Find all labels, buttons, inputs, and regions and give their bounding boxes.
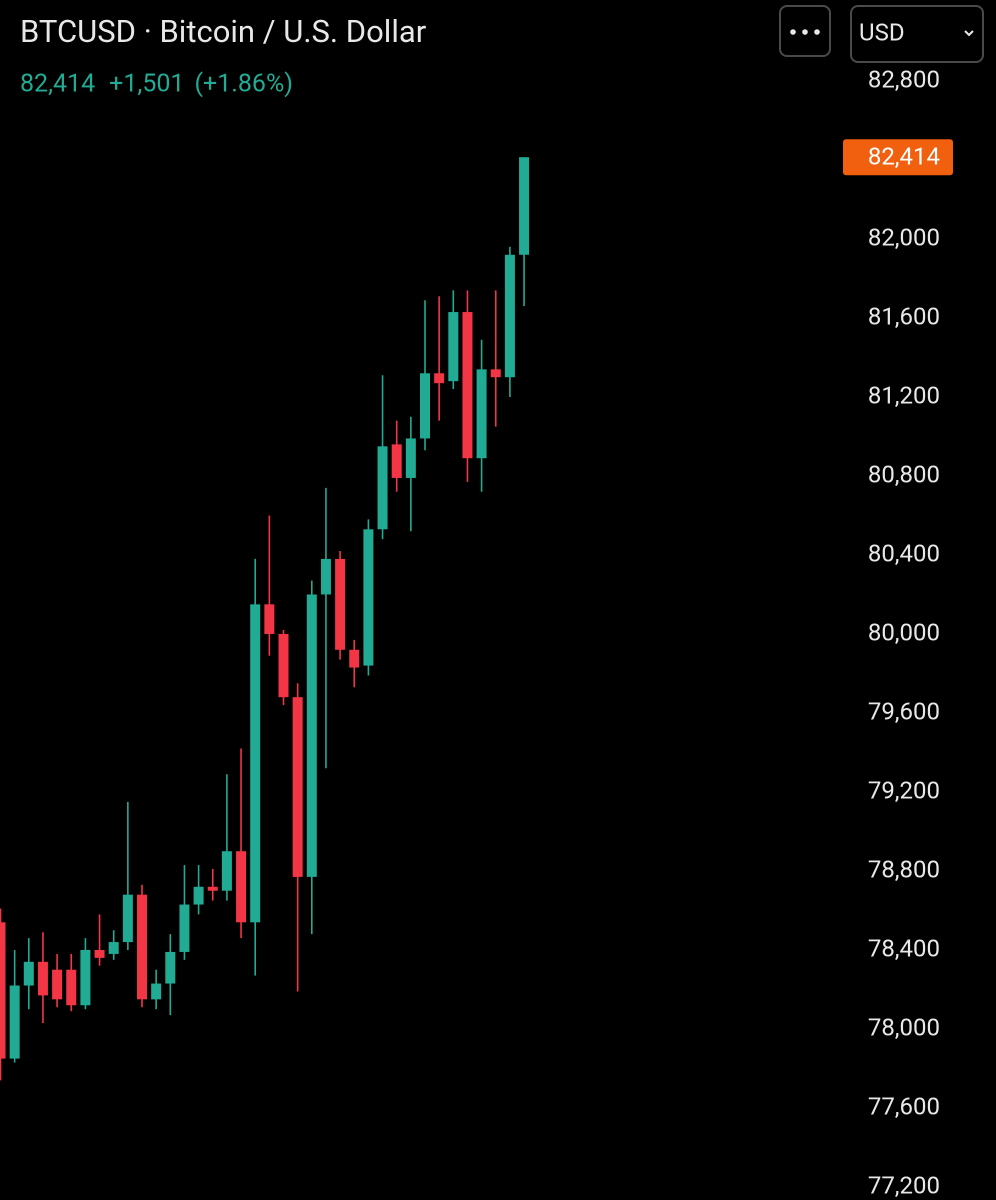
- candle-body: [490, 369, 501, 378]
- currency-select-frame[interactable]: [850, 5, 984, 63]
- candle-body: [519, 157, 530, 255]
- candle-body: [137, 894, 147, 1000]
- quote-price: 82,414: [20, 70, 95, 99]
- candle-body: [165, 951, 176, 984]
- candle-body: [448, 312, 459, 382]
- candle-body: [151, 983, 162, 1000]
- y-tick-label: 78,000: [868, 1013, 940, 1041]
- more-button[interactable]: [779, 5, 831, 57]
- dot: [814, 29, 820, 35]
- candle-body: [292, 697, 303, 877]
- candle-body: [405, 438, 416, 478]
- candle-body: [221, 851, 232, 891]
- quote-change-pct: (+1.86%): [194, 70, 293, 99]
- candle-body: [504, 254, 515, 378]
- price-axis: 77,200 77,600 78,000 78,400 78,800 79,200 79,6…: [843, 65, 953, 1199]
- candle-body: [306, 594, 317, 877]
- candle-body: [236, 851, 247, 923]
- y-tick-label: 81,200: [868, 381, 940, 409]
- y-tick-label: 80,000: [868, 618, 940, 646]
- y-tick-label: 79,200: [868, 776, 940, 804]
- candle-body: [52, 969, 63, 1000]
- candle-body: [420, 373, 430, 439]
- candle-body: [335, 558, 346, 650]
- candle-body: [250, 604, 261, 923]
- candle-body: [122, 894, 133, 943]
- candle-body: [23, 961, 34, 986]
- last-price-label: 82,414: [868, 143, 940, 171]
- candle-body: [363, 529, 374, 666]
- plot-area: [0, 157, 530, 1081]
- candle-body: [94, 949, 105, 958]
- last-price-badge: [843, 139, 953, 176]
- y-tick-label: 79,600: [868, 697, 940, 725]
- dot: [790, 29, 796, 35]
- candle-body: [264, 604, 275, 634]
- dot: [802, 29, 808, 35]
- y-tick-label: 78,400: [868, 934, 940, 962]
- y-tick-label: 78,800: [868, 855, 940, 883]
- y-tick-label: 80,800: [868, 460, 940, 488]
- candle-body: [37, 961, 48, 996]
- currency-select[interactable]: USD: [850, 5, 984, 63]
- candle-body: [278, 633, 289, 698]
- chart-title: BTCUSD · Bitcoin / U.S. Dollar: [20, 13, 427, 50]
- currency-label: USD: [859, 18, 905, 46]
- candle-body: [207, 886, 218, 891]
- y-tick-label: 77,200: [868, 1171, 940, 1199]
- y-tick-label: 77,600: [868, 1092, 940, 1120]
- candle-body: [193, 886, 204, 905]
- candle-body: [108, 942, 119, 954]
- candle-body: [66, 969, 77, 1006]
- quote-change: +1,501: [109, 70, 184, 99]
- candle-body: [462, 312, 473, 459]
- chevron: [964, 30, 974, 37]
- y-tick-label: 82,000: [868, 223, 940, 251]
- candle-body: [9, 985, 20, 1059]
- candle-body: [179, 904, 190, 952]
- candle-body: [391, 444, 402, 478]
- candle-body: [80, 949, 91, 1006]
- candle-body: [434, 373, 445, 384]
- candle-body: [476, 369, 487, 459]
- y-tick-label: 81,600: [868, 302, 940, 330]
- candle-body: [349, 649, 360, 668]
- y-tick-label: 80,400: [868, 539, 940, 567]
- candle-body: [320, 558, 331, 595]
- y-tick-label: 82,800: [868, 65, 940, 93]
- candle-body: [0, 922, 6, 1059]
- candle-body: [377, 446, 388, 530]
